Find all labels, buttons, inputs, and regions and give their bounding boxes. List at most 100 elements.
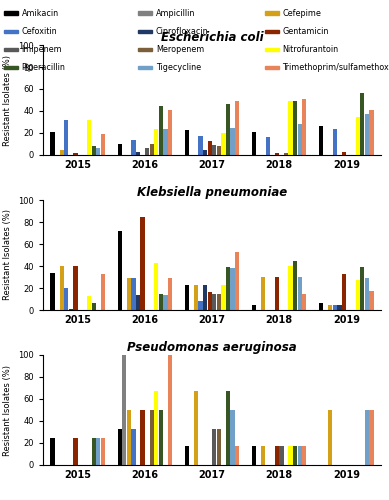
- Bar: [221, 133, 226, 155]
- Bar: [275, 153, 279, 155]
- Bar: [212, 428, 216, 465]
- Bar: [226, 267, 230, 310]
- Text: Piperacillin: Piperacillin: [22, 63, 65, 72]
- Bar: [138, 48, 152, 51]
- Bar: [145, 148, 149, 155]
- Bar: [279, 446, 284, 465]
- Bar: [73, 266, 77, 310]
- Text: Meropenem: Meropenem: [156, 45, 204, 54]
- Bar: [159, 410, 163, 465]
- Bar: [369, 410, 373, 465]
- Bar: [138, 30, 152, 33]
- Bar: [69, 309, 73, 310]
- Bar: [221, 284, 226, 310]
- Bar: [230, 268, 235, 310]
- Bar: [360, 94, 364, 155]
- Bar: [198, 136, 203, 155]
- Bar: [284, 153, 288, 155]
- Bar: [265, 66, 279, 69]
- Bar: [154, 262, 158, 310]
- Bar: [365, 278, 369, 310]
- Bar: [64, 120, 68, 155]
- Bar: [328, 304, 333, 310]
- Bar: [208, 140, 212, 155]
- Bar: [289, 446, 293, 465]
- Y-axis label: Resistant Isolates (%): Resistant Isolates (%): [4, 364, 12, 456]
- Bar: [51, 132, 55, 155]
- Bar: [230, 128, 235, 155]
- Bar: [96, 148, 100, 155]
- Bar: [252, 304, 256, 310]
- Bar: [198, 301, 203, 310]
- Bar: [91, 438, 96, 465]
- Bar: [212, 145, 216, 155]
- Bar: [217, 146, 221, 155]
- Bar: [230, 410, 235, 465]
- Bar: [235, 446, 239, 465]
- Bar: [136, 152, 140, 155]
- Text: Gentamicin: Gentamicin: [282, 26, 329, 36]
- Bar: [365, 410, 369, 465]
- Bar: [302, 294, 307, 310]
- Bar: [275, 446, 279, 465]
- Bar: [194, 392, 198, 465]
- Bar: [154, 128, 158, 155]
- Bar: [131, 278, 135, 310]
- Title: Klebsiella pneumoniae: Klebsiella pneumoniae: [137, 186, 287, 199]
- Bar: [265, 12, 279, 14]
- Bar: [185, 130, 189, 155]
- Bar: [203, 150, 207, 155]
- Text: Trimethoprim/sulfamethoxazole: Trimethoprim/sulfamethoxazole: [282, 63, 389, 72]
- Bar: [168, 110, 172, 155]
- Bar: [4, 48, 18, 51]
- Bar: [163, 294, 168, 310]
- Bar: [4, 66, 18, 69]
- Bar: [101, 274, 105, 310]
- Bar: [265, 30, 279, 33]
- Bar: [140, 216, 145, 310]
- Bar: [217, 428, 221, 465]
- Bar: [365, 114, 369, 155]
- Bar: [138, 66, 152, 69]
- Bar: [101, 438, 105, 465]
- Bar: [154, 392, 158, 465]
- Text: Imipenem: Imipenem: [22, 45, 62, 54]
- Bar: [293, 260, 297, 310]
- Bar: [289, 266, 293, 310]
- Bar: [342, 152, 346, 155]
- Bar: [91, 146, 96, 155]
- Bar: [87, 296, 91, 310]
- Bar: [64, 288, 68, 310]
- Bar: [356, 116, 360, 155]
- Bar: [293, 101, 297, 155]
- Bar: [51, 272, 55, 310]
- Bar: [298, 277, 302, 310]
- Bar: [208, 292, 212, 310]
- Bar: [87, 120, 91, 155]
- Bar: [360, 267, 364, 310]
- Bar: [302, 446, 307, 465]
- Bar: [117, 231, 122, 310]
- Bar: [138, 12, 152, 14]
- Text: Tigecycline: Tigecycline: [156, 63, 201, 72]
- Bar: [101, 134, 105, 155]
- Text: Cefoxitin: Cefoxitin: [22, 26, 57, 36]
- Text: Ciprofloxacin: Ciprofloxacin: [156, 26, 209, 36]
- Bar: [60, 266, 64, 310]
- Bar: [298, 446, 302, 465]
- Bar: [163, 128, 168, 155]
- Bar: [194, 284, 198, 310]
- Bar: [235, 101, 239, 155]
- Bar: [203, 284, 207, 310]
- Bar: [4, 12, 18, 14]
- Bar: [337, 304, 342, 310]
- Bar: [168, 278, 172, 310]
- Bar: [298, 124, 302, 155]
- Title: Escherichia coli: Escherichia coli: [161, 31, 263, 44]
- Bar: [369, 110, 373, 155]
- Bar: [289, 101, 293, 155]
- Bar: [185, 446, 189, 465]
- Bar: [333, 304, 337, 310]
- Bar: [159, 106, 163, 155]
- Y-axis label: Resistant Isolates (%): Resistant Isolates (%): [4, 54, 12, 146]
